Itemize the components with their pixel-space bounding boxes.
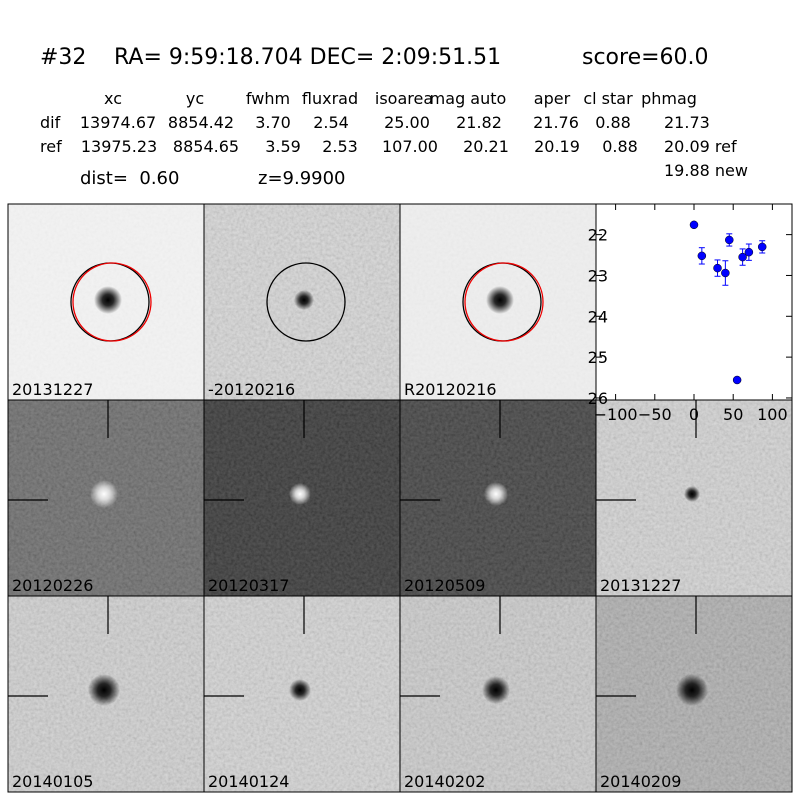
data-point [721,268,730,278]
stamp: 20131227 [7,203,205,401]
table-cell: 3.70 [255,113,291,132]
table-cell: 20.19 [534,137,580,156]
candidate-id: #32 [40,45,86,70]
aperture-ref [72,262,152,342]
x-tick-label: −50 [638,405,672,424]
stamp: 20120509 [399,399,597,597]
column-header: isoarea [375,89,433,108]
y-tick-label: 26 [588,389,608,408]
table-cell: 13975.23 [81,137,157,156]
table-cell: 107.00 [382,137,438,156]
stamp: 20140209 [595,595,793,793]
stamp-label: 20140202 [404,772,485,791]
data-point [697,251,707,261]
distance: dist= 0.60 [80,168,179,189]
table-cell: 0.88 [602,137,638,156]
aperture-ref [464,262,544,342]
source [289,483,311,505]
y-tick-label: 22 [588,226,608,245]
source [676,674,708,706]
stamp-label: 20131227 [12,380,93,399]
score: score=60.0 [582,45,709,70]
data-point [738,252,747,262]
data-point [689,220,699,230]
data-point [744,247,754,257]
column-header: xc [104,89,122,108]
table-cell: 8854.65 [173,137,239,156]
stamp-label: -20120216 [208,380,295,399]
table-cell: 2.53 [322,137,358,156]
stamp: 20131227 [595,399,793,597]
table-cell: 21.73 [664,113,710,132]
column-header: fwhm [246,89,290,108]
coordinates: RA= 9:59:18.704 DEC= 2:09:51.51 [114,45,501,70]
source [88,674,120,706]
column-header: cl star [583,89,633,108]
stamp: 20120226 [7,399,205,597]
source [486,286,514,314]
stamp: -20120216 [203,203,401,401]
stamp-label: 20120509 [404,576,485,595]
stamp-frame [595,595,793,793]
data-point [757,242,767,252]
stamp: 20140124 [203,595,401,793]
source [294,290,314,310]
column-header: mag auto [430,89,507,108]
column-header: phmag [641,89,697,108]
source [94,286,122,314]
stamp-label: 20131227 [600,576,681,595]
source [684,486,700,502]
aperture [266,262,346,342]
column-header: fluxrad [302,89,358,108]
table-cell: 21.82 [456,113,502,132]
row-label: dif [40,113,61,132]
table-cell: 13974.67 [80,113,156,132]
source [90,480,118,508]
table-cell: 3.59 [265,137,301,156]
table-cell: 21.76 [533,113,579,132]
table-cell: 0.88 [595,113,631,132]
x-tick-label: 50 [723,405,743,424]
source [484,482,508,506]
x-tick-label: −100 [594,405,638,424]
table-cell: 20.21 [463,137,509,156]
redshift: z=9.9900 [258,168,346,189]
data-point [713,263,722,273]
stamp-label: 20140209 [600,772,681,791]
y-tick-label: 25 [588,348,608,367]
stamp-label: 20140105 [12,772,93,791]
table-cell: 25.00 [384,113,430,132]
table-note: 19.88 new [664,161,748,180]
source [289,679,311,701]
data-point [732,375,742,385]
column-header: yc [186,89,204,108]
stamp: 20140202 [399,595,597,793]
plot-area [595,203,793,401]
table-cell: 20.09 ref [664,137,737,156]
stamp-label: R20120216 [404,380,497,399]
stamp-label: 20120317 [208,576,289,595]
stamp: 20140105 [7,595,205,793]
x-tick-label: 100 [757,405,788,424]
y-tick-label: 24 [588,307,608,326]
table-cell: 2.54 [313,113,349,132]
stamp: R20120216 [399,203,597,401]
table-cell: 8854.42 [168,113,234,132]
source [482,676,510,704]
row-label: ref [40,137,62,156]
stamp: 20120317 [203,399,401,597]
x-tick-label: 0 [689,405,699,424]
data-point [725,235,734,245]
stamp-label: 20140124 [208,772,289,791]
stamp-label: 20120226 [12,576,93,595]
y-tick-label: 23 [588,266,608,285]
column-header: aper [534,89,571,108]
